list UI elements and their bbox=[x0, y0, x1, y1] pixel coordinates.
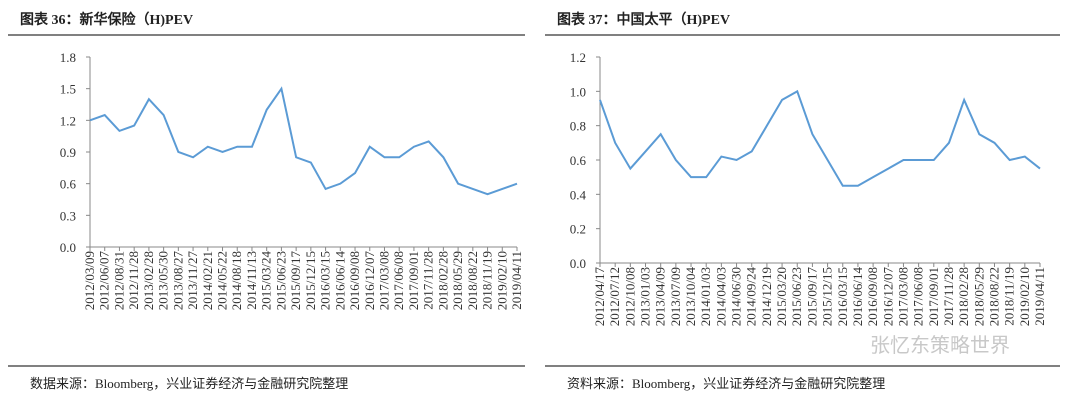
line bbox=[599, 89, 1041, 187]
x-tick-label: 2012/06/07 bbox=[97, 251, 112, 311]
x-tick-label: 2015/03/20 bbox=[774, 267, 789, 326]
x-tick-label: 2018/11/19 bbox=[1002, 267, 1017, 326]
x-tick-label: 2014/04/03 bbox=[713, 267, 728, 326]
x-tick-label: 2017/03/08 bbox=[376, 251, 391, 310]
x-tick-label: 2014/11/13 bbox=[244, 251, 259, 310]
x-tick-label: 2015/09/17 bbox=[288, 251, 303, 311]
watermark: 张忆东策略世界 bbox=[870, 333, 1010, 357]
x-tick-label: 2017/06/08 bbox=[911, 267, 926, 326]
y-tick-label: 0.8 bbox=[570, 119, 586, 134]
x-tick-label: 2012/11/28 bbox=[126, 251, 141, 310]
x-tick-label: 2018/11/19 bbox=[480, 251, 495, 310]
x-tick-label: 2014/08/18 bbox=[229, 251, 244, 310]
x-tick-label: 2015/06/23 bbox=[273, 251, 288, 310]
x-tick-label: 2014/02/21 bbox=[200, 251, 215, 310]
source: 资料来源：Bloomberg，兴业证券经济与金融研究院整理 bbox=[567, 376, 885, 391]
x-tick-label: 2012/10/08 bbox=[622, 267, 637, 326]
x-tick-label: 2015/12/15 bbox=[820, 267, 835, 326]
y-tick-label: 0.0 bbox=[570, 256, 586, 271]
line bbox=[89, 86, 518, 196]
x-tick-label: 2016/12/07 bbox=[362, 251, 377, 311]
x-tick-label: 2013/05/30 bbox=[156, 251, 171, 310]
y-tick-label: 1.5 bbox=[60, 82, 76, 97]
x-tick-label: 2012/03/09 bbox=[82, 251, 97, 310]
x-tick-label: 2016/03/15 bbox=[318, 251, 333, 310]
y-tick-label: 0.2 bbox=[570, 222, 586, 237]
x-tick-label: 2015/09/17 bbox=[804, 267, 819, 327]
x-tick-label: 2013/10/04 bbox=[683, 267, 698, 327]
x-tick-label: 2012/08/31 bbox=[111, 251, 126, 310]
y-tick-label: 0.0 bbox=[60, 240, 76, 255]
x-tick-label: 2015/03/24 bbox=[259, 251, 274, 311]
x-tick-label: 2014/06/30 bbox=[729, 267, 744, 326]
x-tick-label: 2013/04/09 bbox=[653, 267, 668, 326]
x-tick-label: 2019/04/11 bbox=[1032, 267, 1047, 326]
x-tick-label: 2015/12/15 bbox=[303, 251, 318, 310]
x-tick-label: 2018/08/22 bbox=[986, 267, 1001, 326]
x-tick-label: 2016/03/15 bbox=[835, 267, 850, 326]
x-tick-label: 2019/02/10 bbox=[1017, 267, 1032, 326]
x-tick-label: 2014/01/03 bbox=[698, 267, 713, 326]
y-tick-label: 0.9 bbox=[60, 145, 76, 160]
x-tick-label: 2019/02/10 bbox=[494, 251, 509, 310]
x-tick-label: 2018/05/29 bbox=[971, 267, 986, 326]
source: 数据来源：Bloomberg，兴业证券经济与金融研究院整理 bbox=[30, 376, 348, 391]
y-tick-label: 0.6 bbox=[60, 177, 77, 192]
x-tick-label: 2017/11/28 bbox=[421, 251, 436, 310]
x-tick-label: 2018/02/28 bbox=[435, 251, 450, 310]
x-tick-label: 2018/05/29 bbox=[450, 251, 465, 310]
x-tick-label: 2013/11/27 bbox=[185, 251, 200, 310]
y-tick-label: 0.6 bbox=[570, 153, 587, 168]
y-tick-label: 0.3 bbox=[60, 208, 76, 223]
x-tick-label: 2016/06/14 bbox=[332, 251, 347, 311]
x-tick-label: 2017/06/08 bbox=[391, 251, 406, 310]
x-tick-label: 2017/11/28 bbox=[941, 267, 956, 326]
x-tick-label: 2013/02/28 bbox=[141, 251, 156, 310]
x-tick-label: 2014/05/22 bbox=[215, 251, 230, 310]
x-tick-label: 2017/03/08 bbox=[895, 267, 910, 326]
y-tick-label: 1.8 bbox=[60, 50, 76, 65]
x-tick-label: 2019/04/11 bbox=[509, 251, 524, 310]
x-tick-label: 2016/09/08 bbox=[347, 251, 362, 310]
y-tick-label: 1.2 bbox=[570, 50, 586, 65]
x-tick-label: 2012/04/17 bbox=[592, 267, 607, 327]
x-tick-label: 2013/01/03 bbox=[638, 267, 653, 326]
x-tick-label: 2017/09/01 bbox=[926, 267, 941, 326]
y-tick-label: 0.4 bbox=[570, 187, 587, 202]
x-tick-label: 2016/06/14 bbox=[850, 267, 865, 327]
x-tick-label: 2015/06/23 bbox=[789, 267, 804, 326]
x-tick-label: 2012/07/12 bbox=[607, 267, 622, 326]
x-tick-label: 2013/07/09 bbox=[668, 267, 683, 326]
x-tick-label: 2018/02/28 bbox=[956, 267, 971, 326]
x-tick-label: 2014/12/19 bbox=[759, 267, 774, 326]
x-tick-label: 2018/08/22 bbox=[465, 251, 480, 310]
x-tick-label: 2013/08/27 bbox=[170, 251, 185, 311]
chart-title: 图表 37：中国太平（H)PEV bbox=[557, 11, 730, 28]
x-tick-label: 2014/09/24 bbox=[744, 267, 759, 327]
y-tick-label: 1.0 bbox=[570, 84, 586, 99]
x-tick-label: 2017/09/01 bbox=[406, 251, 421, 310]
y-tick-label: 1.2 bbox=[60, 113, 76, 128]
x-tick-label: 2016/12/07 bbox=[880, 267, 895, 327]
chart-title: 图表 36：新华保险（H)PEV bbox=[20, 11, 193, 28]
x-tick-label: 2016/09/08 bbox=[865, 267, 880, 326]
